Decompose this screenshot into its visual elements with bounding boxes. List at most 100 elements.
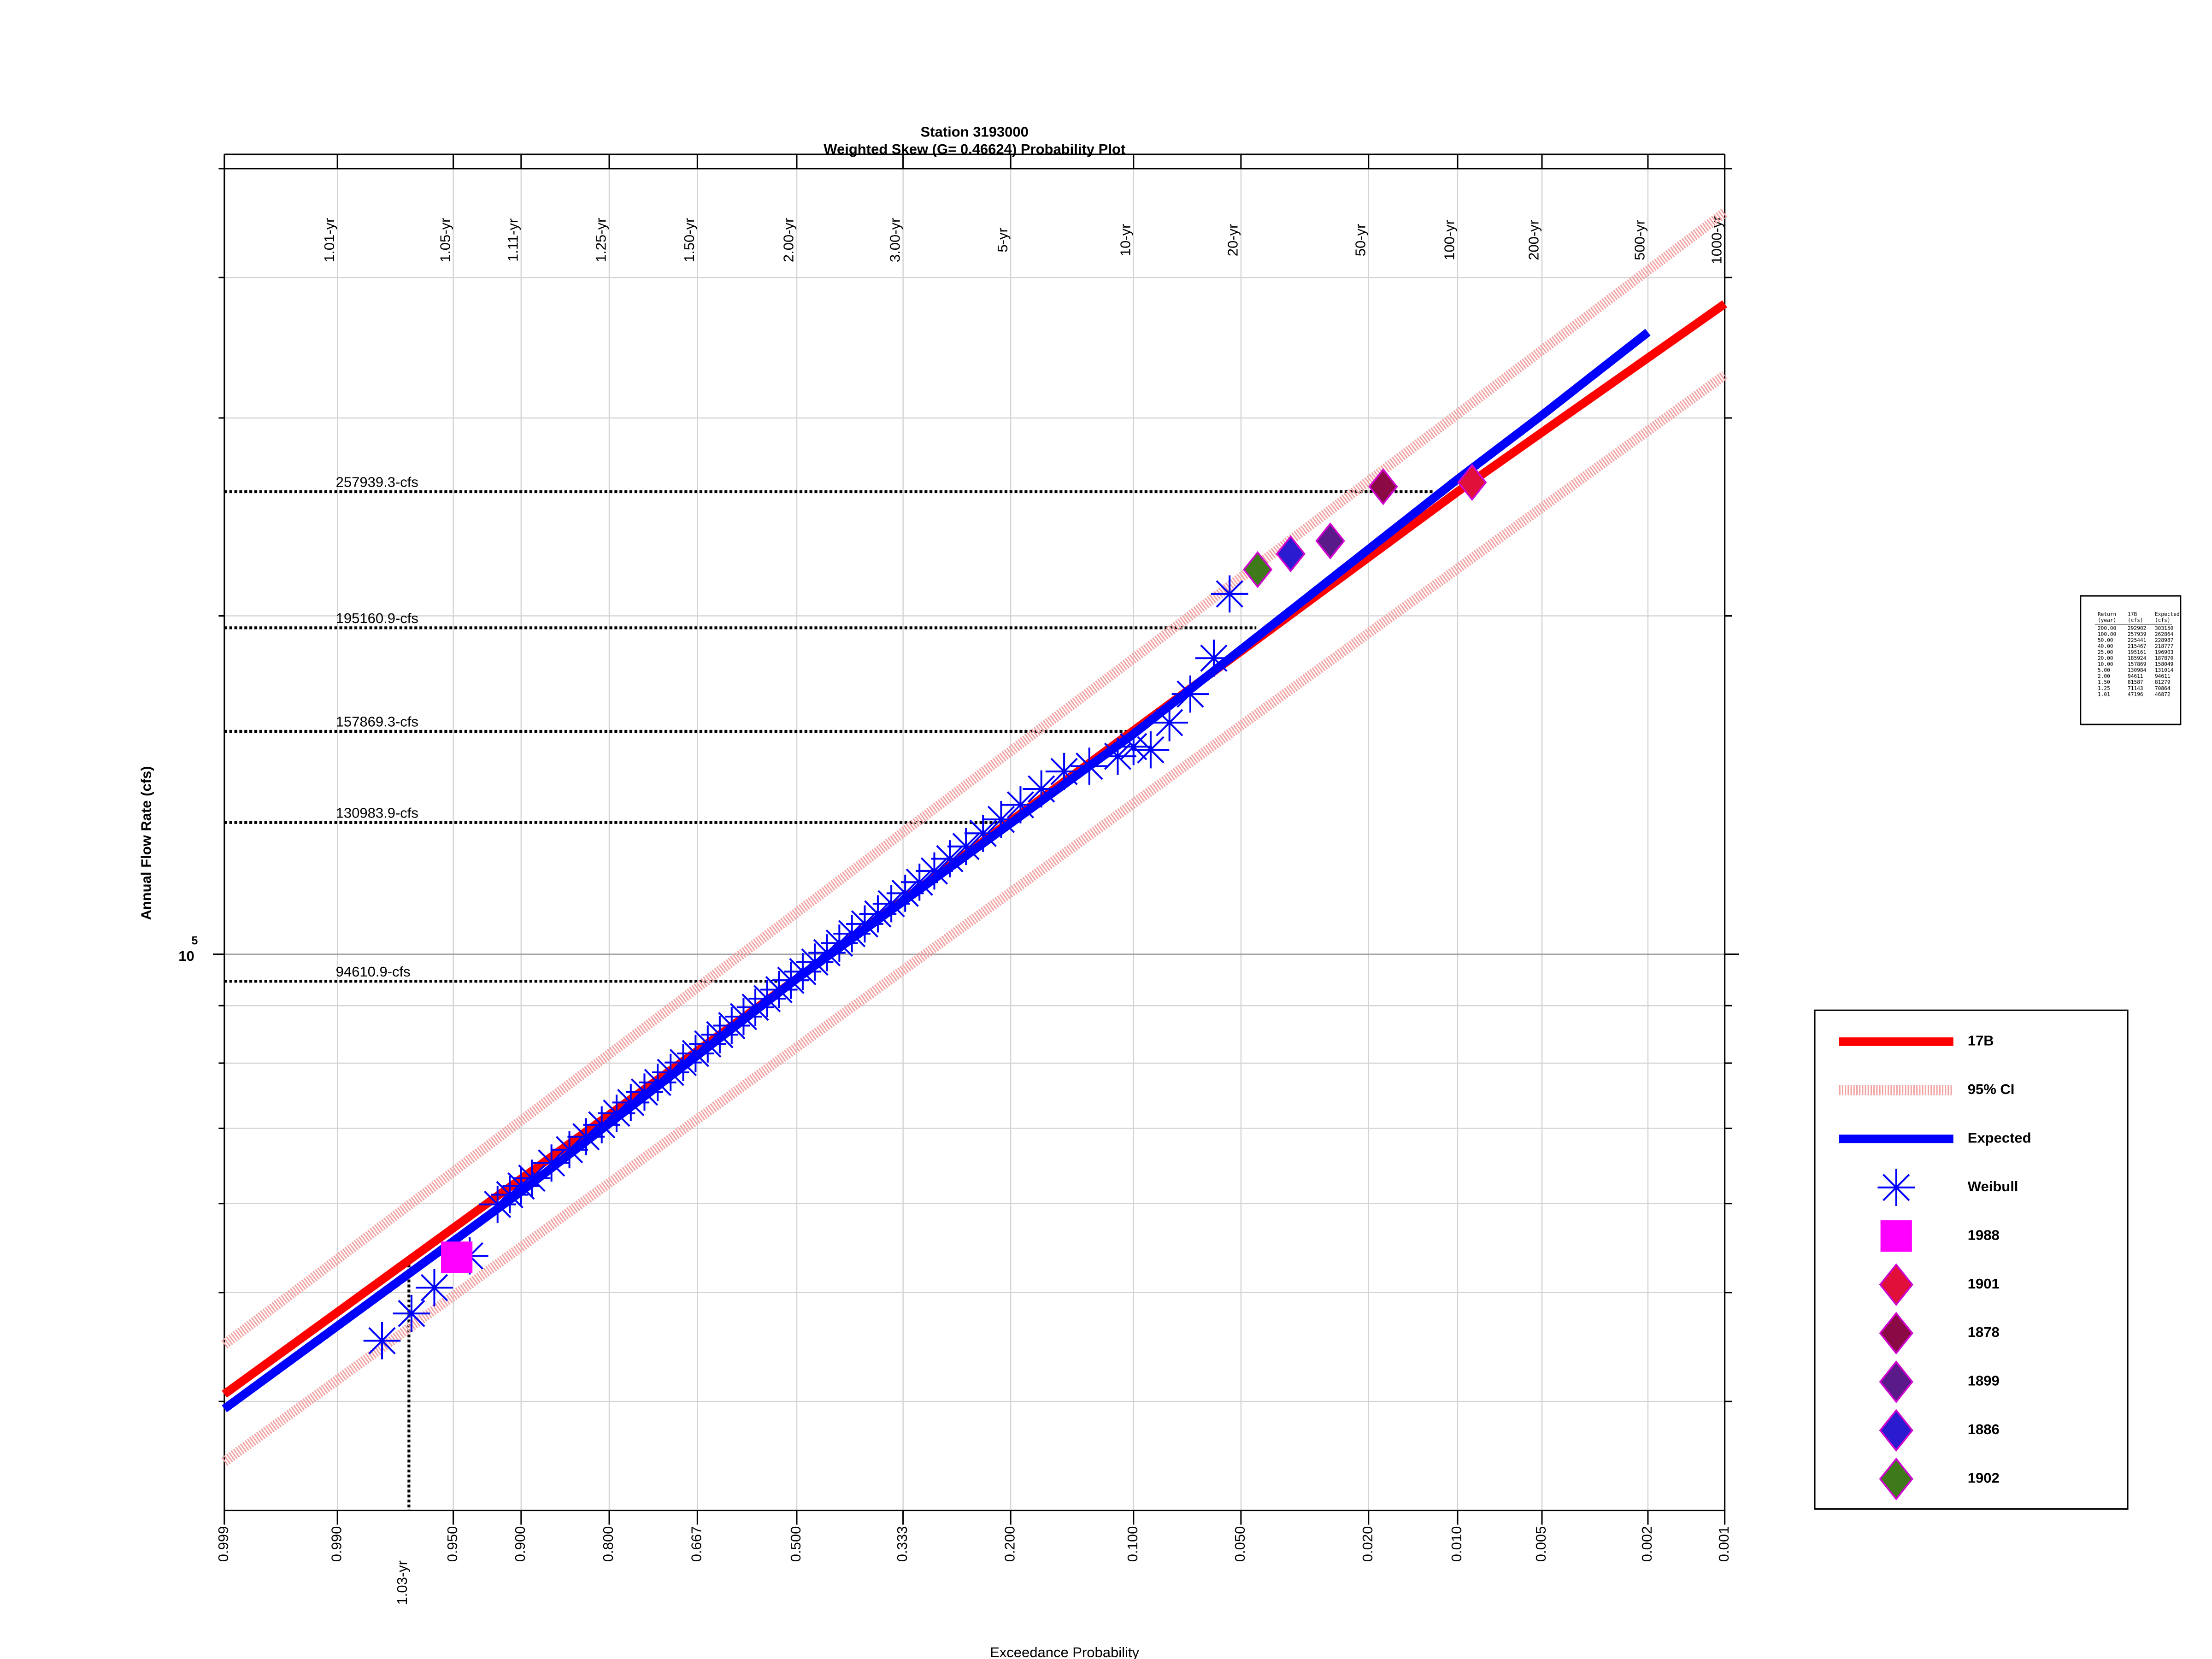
weibull-point: [1211, 575, 1248, 613]
x-tick-label: 0.990: [328, 1526, 344, 1562]
legend-label: Weibull: [1968, 1178, 2018, 1194]
x-tick-label: 0.100: [1124, 1526, 1141, 1562]
weibull-point: [821, 924, 858, 962]
legend-label: 1901: [1968, 1276, 2000, 1292]
x-tick-label: 0.999: [215, 1526, 231, 1562]
weibull-point: [1099, 737, 1136, 775]
weibull-point: [567, 1118, 605, 1156]
return-period-label: 3.00-yr: [887, 218, 903, 262]
reference-hline-label: 130983.9-cfs: [336, 805, 418, 821]
table-cell: 1.25: [2098, 685, 2110, 691]
summary-table-box: [2080, 595, 2182, 725]
table-cell: 130984: [2128, 667, 2147, 673]
weibull-point: [416, 1269, 453, 1306]
table-cell: 215467: [2128, 643, 2146, 649]
return-period-label: 500-yr: [1632, 220, 1648, 260]
return-period-label: 5-yr: [994, 228, 1011, 252]
weibull-point: [1023, 770, 1060, 808]
reference-hline-label: 195160.9-cfs: [336, 610, 418, 626]
table-header: Return: [2098, 611, 2116, 617]
return-period-label: 10-yr: [1117, 224, 1133, 257]
weibull-point: [760, 971, 798, 1008]
weibull-point: [886, 875, 924, 912]
legend-label: 1899: [1968, 1373, 2000, 1389]
table-header: 17B: [2128, 611, 2137, 617]
ci-lower: [221, 371, 1728, 1466]
weibull-point: [502, 1167, 540, 1205]
weibull-point: [1002, 786, 1039, 824]
table-cell: 94611: [2155, 673, 2171, 679]
weibull-point: [872, 885, 910, 923]
table-cell: 257939: [2128, 631, 2146, 637]
x-tick-label: 0.800: [600, 1526, 616, 1562]
table-cell: 228987: [2155, 637, 2173, 643]
weibull-point: [713, 1007, 751, 1044]
x-tick-label: 0.020: [1359, 1526, 1376, 1562]
weibull-point: [393, 1294, 430, 1332]
table-cell: 196903: [2155, 649, 2173, 655]
weibull-point: [964, 815, 1002, 852]
x-tick-label: 0.667: [688, 1526, 705, 1562]
weibull-point: [982, 800, 1020, 838]
x-tick-label: 0.005: [1533, 1526, 1549, 1562]
table-header: (cfs): [2128, 617, 2143, 623]
weibull-point: [689, 1025, 727, 1063]
weibull-point: [736, 988, 774, 1026]
table-cell: 218777: [2155, 643, 2173, 649]
legend-label: 1878: [1968, 1324, 2000, 1340]
reference-vline-label: 1.03-yr: [394, 1560, 410, 1605]
weibull-point: [784, 953, 822, 990]
table-cell: 100.00: [2098, 631, 2116, 637]
table-cell: 50.00: [2098, 637, 2113, 643]
weibull-point: [639, 1064, 677, 1101]
weibull-point: [772, 961, 810, 999]
weibull-point: [701, 1016, 739, 1053]
legend-swatch: [1877, 1169, 1915, 1206]
table-cell: 40.00: [2098, 643, 2113, 649]
diamond-point: [1276, 535, 1306, 573]
weibull-point: [677, 1035, 714, 1072]
weibull-point: [748, 980, 786, 1018]
diamond-point: [1368, 468, 1398, 506]
return-period-label: 200-yr: [1526, 220, 1542, 260]
legend-label: 1902: [1968, 1470, 2000, 1486]
legend-box: [1814, 1009, 2129, 1510]
weibull-point: [665, 1044, 702, 1081]
weibull-point: [1171, 675, 1209, 713]
table-cell: 157869: [2128, 661, 2146, 667]
diamond-point: [1242, 551, 1273, 588]
weibull-point: [652, 1053, 689, 1091]
weibull-point: [626, 1073, 663, 1111]
reference-hline-label: 94610.9-cfs: [336, 964, 411, 980]
x-tick-label: 0.002: [1639, 1526, 1655, 1562]
return-period-label: 100-yr: [1441, 220, 1458, 260]
legend-swatch: [1880, 1220, 1912, 1252]
table-cell: 70864: [2155, 685, 2171, 691]
weibull-point: [931, 840, 969, 877]
weibull-point: [725, 998, 762, 1035]
table-header: (year): [2098, 617, 2116, 623]
table-cell: 46872: [2155, 691, 2171, 697]
table-cell: 5.00: [2098, 667, 2110, 673]
table-cell: 71143: [2128, 685, 2143, 691]
return-period-label: 20-yr: [1225, 224, 1241, 257]
legend-swatch: [1879, 1409, 1913, 1452]
x-tick-label: 0.010: [1448, 1526, 1465, 1562]
legend-label: 1988: [1968, 1227, 2000, 1243]
table-cell: 94611: [2128, 673, 2143, 679]
table-cell: 81587: [2128, 679, 2143, 685]
weibull-point: [583, 1106, 621, 1144]
weibull-point: [833, 915, 871, 953]
table-cell: 81279: [2155, 679, 2171, 685]
reference-hline-label: 157869.3-cfs: [336, 714, 418, 730]
weibull-point: [1195, 639, 1233, 677]
table-header: (cfs): [2155, 617, 2171, 623]
table-cell: 185924: [2128, 655, 2147, 661]
weibull-point: [916, 852, 953, 890]
weibull-point: [1045, 753, 1083, 790]
weibull-point: [533, 1144, 570, 1182]
weibull-point: [491, 1176, 529, 1213]
weibull-point: [1071, 747, 1108, 785]
